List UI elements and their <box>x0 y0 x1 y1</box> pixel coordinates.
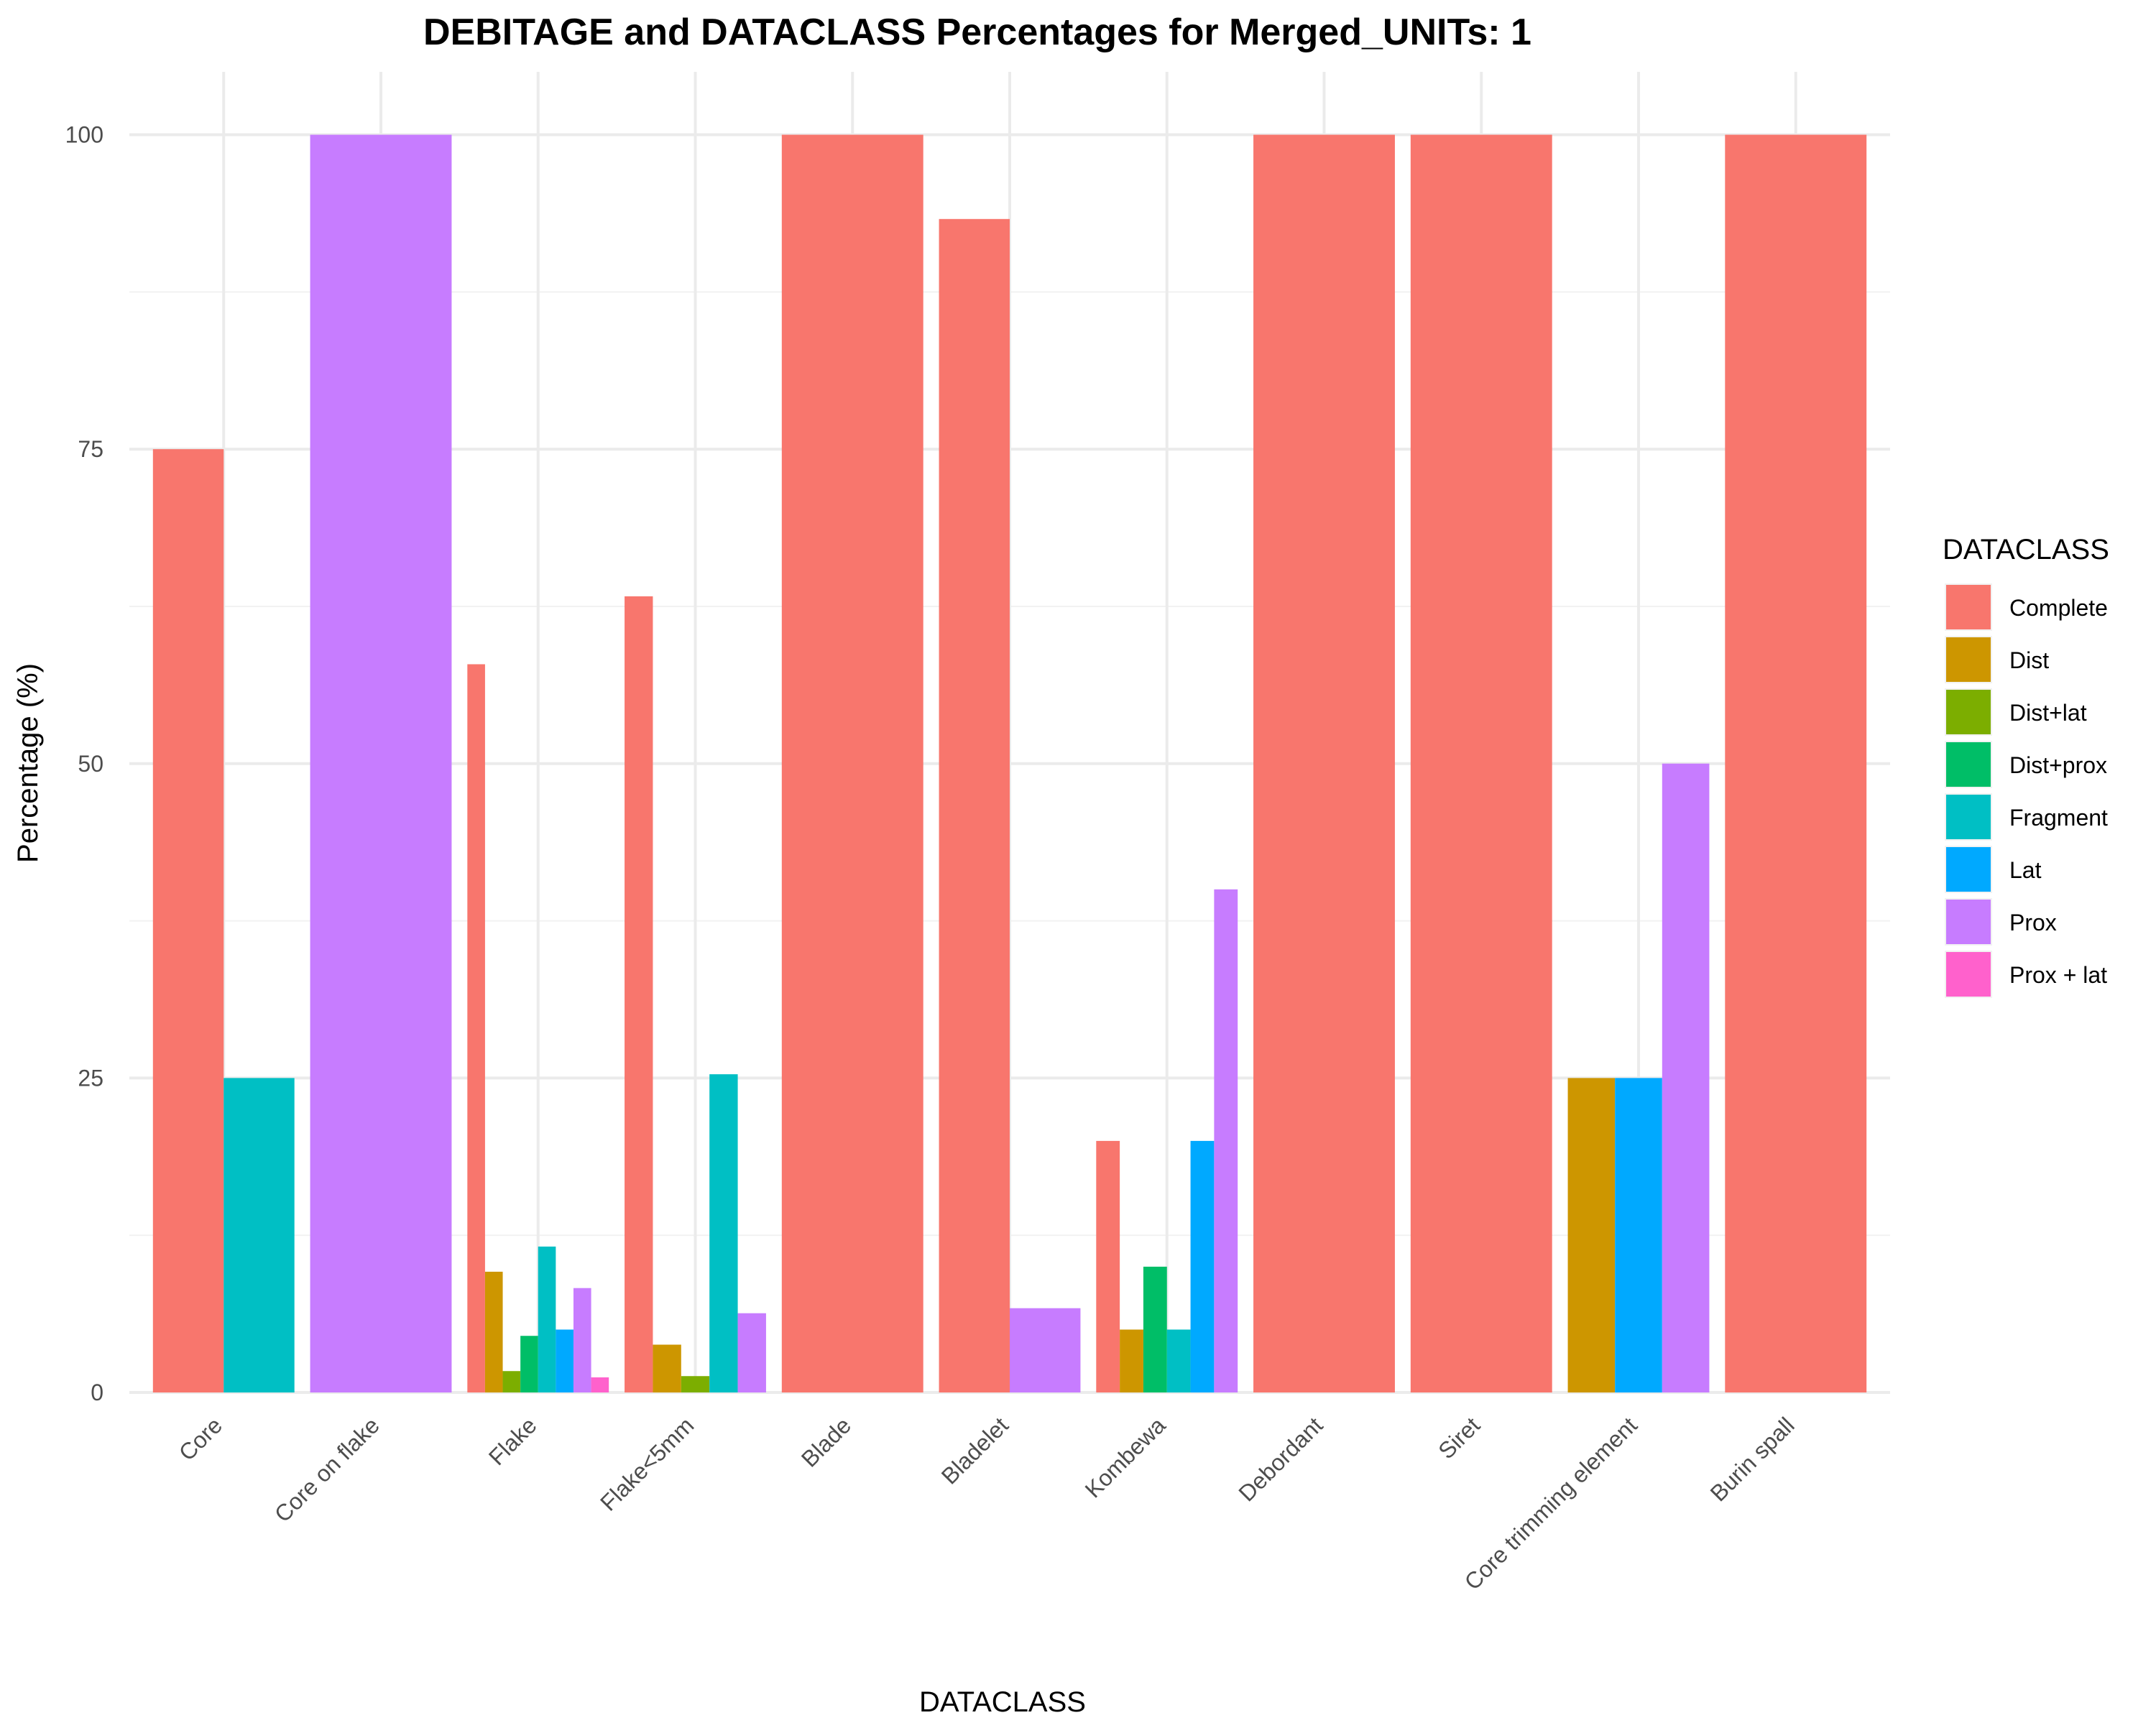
legend-label: Dist <box>2009 647 2049 673</box>
x-tick-label: Core <box>174 1412 228 1466</box>
y-axis-title: Percentage (%) <box>12 663 44 863</box>
bar <box>1410 134 1552 1392</box>
x-tick-label: Siret <box>1433 1412 1485 1464</box>
bar <box>1214 889 1238 1392</box>
legend-title: DATACLASS <box>1943 534 2109 565</box>
legend-swatch <box>1946 847 1991 892</box>
x-tick-label: Burin spall <box>1705 1412 1800 1506</box>
legend: DATACLASS Complete Dist Dist+lat Dist+prox F… <box>1943 534 2109 998</box>
x-tick-label: Core on flake <box>270 1412 384 1527</box>
legend-label: Dist+prox <box>2009 752 2107 778</box>
chart-title: DEBITAGE and DATACLASS Percentages for M… <box>423 11 1531 53</box>
legend-label: Prox <box>2009 910 2057 935</box>
bar <box>573 1288 591 1392</box>
legend-swatch <box>1946 900 1991 944</box>
legend-swatch <box>1946 742 1991 787</box>
bars <box>152 134 1867 1393</box>
bar <box>1143 1266 1167 1392</box>
y-tick-label: 100 <box>65 122 103 148</box>
legend-label: Dist+lat <box>2009 700 2087 726</box>
legend-label: Lat <box>2009 857 2042 883</box>
bar <box>152 449 224 1393</box>
bar <box>538 1246 556 1392</box>
bar <box>625 596 653 1393</box>
bar <box>591 1377 609 1392</box>
bar <box>939 218 1010 1393</box>
y-tick-label: 75 <box>78 436 103 462</box>
bar <box>467 664 485 1392</box>
bar <box>653 1344 681 1392</box>
x-axis-title: DATACLASS <box>919 1686 1086 1718</box>
legend-swatch <box>1946 690 1991 734</box>
legend-label: Fragment <box>2009 805 2108 831</box>
bar <box>1010 1308 1081 1392</box>
bar <box>1166 1329 1191 1392</box>
bar <box>310 134 452 1392</box>
bar <box>1120 1329 1143 1392</box>
bar <box>1190 1140 1215 1392</box>
x-tick-label: Debordant <box>1233 1412 1327 1506</box>
x-tick-label: Core trimming element <box>1460 1412 1642 1594</box>
bar <box>1096 1140 1120 1392</box>
y-tick-label: 50 <box>78 751 103 777</box>
legend-swatch <box>1946 795 1991 839</box>
legend-label: Complete <box>2009 595 2108 621</box>
legend-label: Prox + lat <box>2009 962 2107 988</box>
x-tick-label: Bladelet <box>936 1412 1013 1489</box>
bar <box>681 1376 710 1392</box>
bar <box>1662 763 1710 1392</box>
bar <box>556 1329 573 1392</box>
bar <box>709 1074 738 1392</box>
bar <box>502 1371 521 1392</box>
x-tick-label: Blade <box>796 1412 856 1471</box>
bar <box>1253 134 1395 1392</box>
bar <box>520 1336 538 1392</box>
x-tick-label: Flake <box>484 1412 542 1470</box>
y-tick-label: 0 <box>91 1380 103 1405</box>
bar <box>484 1271 503 1392</box>
x-tick-label: Flake<5mm <box>595 1412 699 1515</box>
bar <box>1725 134 1867 1392</box>
legend-swatch <box>1946 952 1991 997</box>
y-tick-label: 25 <box>78 1065 103 1091</box>
legend-swatch <box>1946 637 1991 682</box>
bar <box>1567 1078 1616 1392</box>
bar <box>224 1078 295 1392</box>
bar <box>781 134 923 1392</box>
bar <box>1615 1078 1662 1392</box>
legend-swatch <box>1946 585 1991 629</box>
x-tick-label: Kombewa <box>1080 1412 1171 1502</box>
bar <box>737 1313 766 1392</box>
